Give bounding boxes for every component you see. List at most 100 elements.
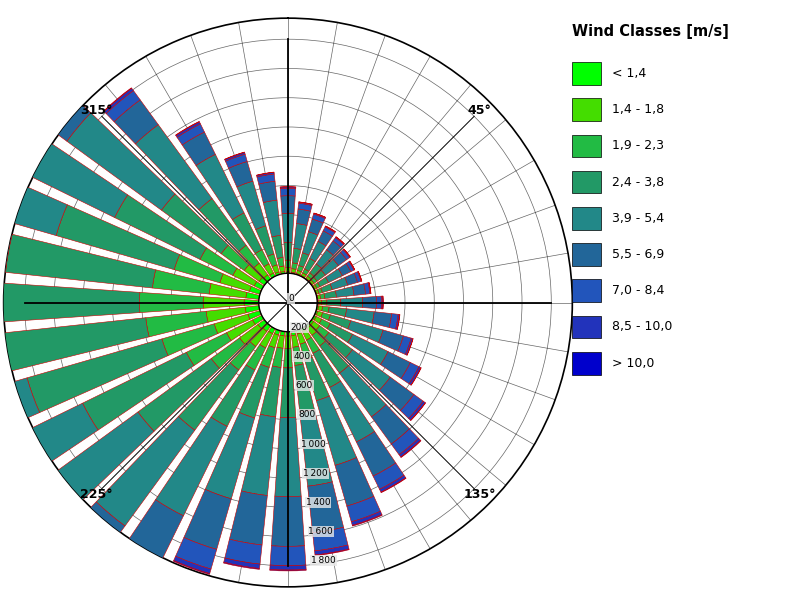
Bar — [340, 249, 350, 260]
Bar — [270, 546, 306, 566]
Bar — [225, 152, 245, 160]
Bar — [0, 178, 13, 272]
Bar — [335, 457, 374, 506]
Bar — [313, 350, 341, 387]
Bar — [380, 377, 414, 411]
Bar — [221, 245, 249, 270]
Bar — [37, 87, 91, 141]
Text: 315°: 315° — [80, 104, 113, 117]
Bar — [305, 357, 330, 401]
Bar — [244, 265, 262, 281]
Bar — [321, 259, 338, 275]
Bar — [389, 313, 398, 329]
Bar — [252, 315, 264, 324]
Bar — [335, 237, 344, 244]
Bar — [409, 401, 425, 420]
Bar — [346, 350, 391, 390]
Bar — [249, 286, 261, 295]
Text: 5,5 - 6,9: 5,5 - 6,9 — [612, 248, 664, 261]
Bar — [96, 416, 195, 526]
Bar — [294, 223, 307, 249]
Bar — [312, 278, 317, 284]
Bar — [409, 367, 421, 385]
Bar — [226, 320, 255, 341]
Bar — [0, 378, 39, 503]
Bar — [379, 330, 403, 352]
Bar — [56, 204, 180, 270]
Bar — [136, 125, 212, 210]
Bar — [381, 478, 406, 492]
Bar — [162, 194, 228, 253]
Bar — [369, 283, 371, 293]
Bar — [324, 332, 353, 358]
Bar — [286, 332, 290, 336]
Bar — [176, 122, 200, 137]
Text: < 1,4: < 1,4 — [612, 67, 646, 80]
Bar — [315, 290, 317, 295]
Bar — [382, 296, 383, 309]
Bar — [301, 273, 306, 278]
Bar — [573, 135, 601, 157]
Bar — [291, 269, 296, 273]
Bar — [260, 332, 273, 348]
Bar — [146, 311, 208, 337]
Bar — [391, 429, 419, 455]
Bar — [225, 539, 262, 564]
Bar — [320, 293, 325, 299]
Bar — [312, 315, 316, 320]
Bar — [280, 188, 296, 196]
Bar — [309, 280, 314, 285]
Bar — [320, 319, 331, 329]
Bar — [264, 275, 271, 281]
Bar — [353, 284, 365, 295]
Bar — [324, 291, 337, 298]
Bar — [297, 333, 305, 344]
Bar — [20, 577, 64, 605]
Bar — [312, 332, 325, 346]
Bar — [308, 482, 343, 533]
Bar — [357, 272, 362, 281]
Bar — [0, 281, 140, 324]
Bar — [317, 301, 319, 304]
Text: 600: 600 — [296, 381, 313, 390]
Bar — [107, 552, 155, 594]
Bar — [302, 330, 312, 340]
Bar — [176, 537, 217, 569]
Bar — [264, 264, 274, 275]
Bar — [309, 241, 326, 262]
Bar — [264, 324, 271, 332]
Bar — [372, 312, 391, 327]
Bar — [24, 555, 81, 605]
Bar — [277, 257, 284, 267]
Bar — [330, 381, 375, 442]
Bar — [299, 202, 312, 204]
Bar — [246, 292, 260, 299]
Bar — [280, 187, 296, 189]
Bar — [268, 327, 275, 334]
Bar — [292, 263, 297, 269]
Text: 1 600: 1 600 — [308, 527, 333, 536]
Bar — [114, 100, 159, 144]
Bar — [328, 315, 351, 329]
Bar — [573, 352, 601, 374]
Bar — [138, 359, 219, 431]
Bar — [281, 196, 295, 214]
Bar — [225, 152, 245, 162]
Bar — [297, 209, 311, 226]
Bar — [297, 270, 301, 275]
Bar — [226, 154, 247, 168]
Bar — [223, 562, 260, 569]
Bar — [174, 560, 210, 574]
Bar — [306, 276, 311, 281]
Text: 225°: 225° — [80, 488, 113, 501]
Bar — [248, 310, 261, 319]
Bar — [255, 250, 269, 267]
Bar — [0, 87, 2, 151]
Bar — [318, 277, 328, 287]
Bar — [282, 214, 294, 243]
Bar — [325, 226, 335, 232]
Bar — [285, 336, 291, 348]
Bar — [254, 281, 264, 290]
Bar — [259, 278, 267, 286]
Bar — [281, 272, 285, 274]
